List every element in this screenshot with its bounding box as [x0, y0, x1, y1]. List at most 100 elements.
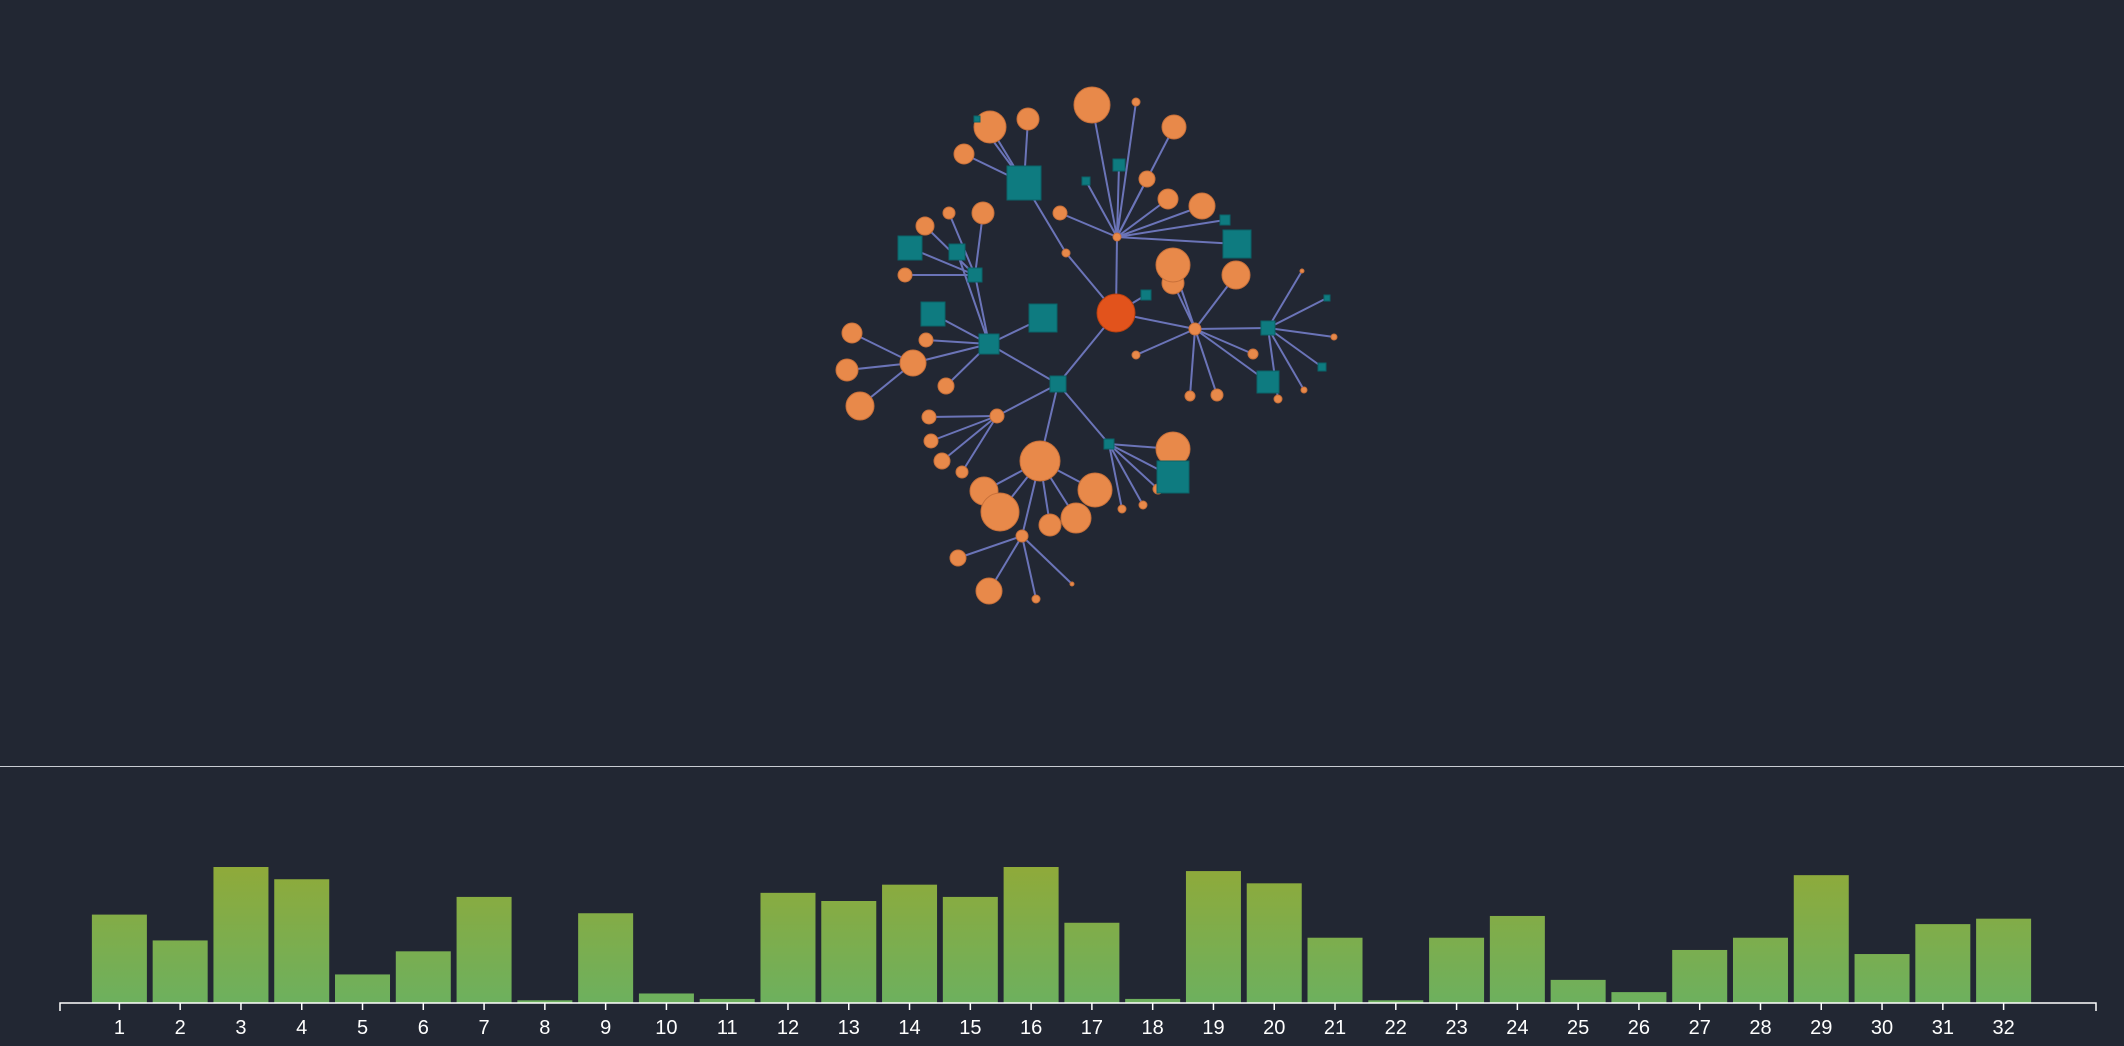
- leaf-node[interactable]: [973, 110, 1007, 144]
- bar-10[interactable]: [638, 993, 694, 1003]
- bar-6[interactable]: [395, 951, 451, 1003]
- leaf-node[interactable]: [942, 206, 956, 220]
- bar-18[interactable]: [1125, 998, 1181, 1003]
- leaf-node[interactable]: [923, 433, 939, 449]
- leaf-node[interactable]: [1038, 513, 1062, 537]
- network-graph[interactable]: [0, 0, 2124, 766]
- leaf-node[interactable]: [1247, 348, 1259, 360]
- leaf-node[interactable]: [937, 377, 955, 395]
- leaf-node[interactable]: [835, 358, 859, 382]
- bar-22[interactable]: [1368, 1000, 1424, 1003]
- bar-21[interactable]: [1307, 937, 1363, 1003]
- bar-16[interactable]: [1003, 867, 1059, 1003]
- leaf-node[interactable]: [897, 267, 913, 283]
- leaf-node[interactable]: [949, 549, 967, 567]
- leaf-node[interactable]: [933, 452, 951, 470]
- bar-8[interactable]: [517, 1000, 573, 1003]
- leaf-node[interactable]: [918, 332, 934, 348]
- bar-14[interactable]: [882, 884, 938, 1003]
- leaf-node[interactable]: [1061, 248, 1071, 258]
- group-node[interactable]: [1103, 438, 1115, 450]
- leaf-node[interactable]: [1117, 504, 1127, 514]
- leaf-node[interactable]: [899, 349, 927, 377]
- group-node[interactable]: [978, 333, 1000, 355]
- leaf-node[interactable]: [921, 409, 937, 425]
- bar-19[interactable]: [1185, 871, 1241, 1003]
- bar-5[interactable]: [335, 974, 391, 1003]
- group-node[interactable]: [1317, 362, 1327, 372]
- group-node[interactable]: [897, 235, 923, 261]
- leaf-node[interactable]: [841, 322, 863, 344]
- leaf-node[interactable]: [1188, 192, 1216, 220]
- group-node[interactable]: [1256, 370, 1280, 394]
- group-node[interactable]: [1140, 289, 1152, 301]
- group-node[interactable]: [1156, 460, 1190, 494]
- bar-26[interactable]: [1611, 992, 1667, 1003]
- bar-31[interactable]: [1915, 924, 1971, 1003]
- bar-4[interactable]: [274, 879, 330, 1003]
- leaf-node[interactable]: [1299, 268, 1305, 274]
- bar-15[interactable]: [942, 896, 998, 1003]
- leaf-node[interactable]: [1138, 170, 1156, 188]
- leaf-node[interactable]: [975, 577, 1003, 605]
- leaf-node[interactable]: [1210, 388, 1224, 402]
- leaf-node[interactable]: [989, 408, 1005, 424]
- bar-20[interactable]: [1246, 883, 1302, 1003]
- leaf-node[interactable]: [971, 201, 995, 225]
- leaf-node[interactable]: [1060, 502, 1092, 534]
- bar-7[interactable]: [456, 896, 512, 1003]
- bar-11[interactable]: [699, 998, 755, 1003]
- group-node[interactable]: [967, 267, 983, 283]
- bar-25[interactable]: [1550, 979, 1606, 1003]
- leaf-node[interactable]: [1221, 260, 1251, 290]
- leaf-node[interactable]: [1019, 440, 1061, 482]
- group-node[interactable]: [973, 115, 981, 123]
- leaf-node[interactable]: [1052, 205, 1068, 221]
- bar-24[interactable]: [1489, 915, 1545, 1003]
- bar-30[interactable]: [1854, 954, 1910, 1003]
- leaf-node[interactable]: [1188, 322, 1202, 336]
- bar-13[interactable]: [821, 901, 877, 1003]
- leaf-node[interactable]: [1300, 386, 1308, 394]
- leaf-node[interactable]: [1138, 500, 1148, 510]
- group-node[interactable]: [1006, 165, 1042, 201]
- leaf-node[interactable]: [1273, 394, 1283, 404]
- bar-9[interactable]: [578, 913, 634, 1003]
- group-node[interactable]: [1028, 303, 1058, 333]
- leaf-node[interactable]: [1131, 350, 1141, 360]
- group-node[interactable]: [1112, 158, 1126, 172]
- group-node[interactable]: [948, 243, 966, 261]
- leaf-node[interactable]: [1131, 97, 1141, 107]
- group-node[interactable]: [1081, 176, 1091, 186]
- leaf-node[interactable]: [980, 492, 1020, 532]
- group-node[interactable]: [1219, 214, 1231, 226]
- leaf-node[interactable]: [1155, 247, 1191, 283]
- leaf-node[interactable]: [1015, 529, 1029, 543]
- leaf-node[interactable]: [1157, 188, 1179, 210]
- leaf-node[interactable]: [1016, 107, 1040, 131]
- bar-23[interactable]: [1429, 937, 1485, 1003]
- group-node[interactable]: [1323, 294, 1331, 302]
- group-node[interactable]: [1260, 320, 1276, 336]
- bar-29[interactable]: [1793, 875, 1849, 1003]
- leaf-node[interactable]: [1031, 594, 1041, 604]
- group-node[interactable]: [1049, 375, 1067, 393]
- bar-12[interactable]: [760, 892, 816, 1003]
- bar-2[interactable]: [152, 940, 208, 1003]
- leaf-node[interactable]: [1069, 581, 1075, 587]
- leaf-node[interactable]: [1073, 86, 1111, 124]
- bar-28[interactable]: [1732, 937, 1788, 1003]
- leaf-node[interactable]: [955, 465, 969, 479]
- group-node[interactable]: [1222, 229, 1252, 259]
- leaf-node[interactable]: [953, 143, 975, 165]
- leaf-node[interactable]: [915, 216, 935, 236]
- bar-27[interactable]: [1672, 949, 1728, 1003]
- leaf-node[interactable]: [1184, 390, 1196, 402]
- bar-17[interactable]: [1064, 922, 1120, 1003]
- bar-3[interactable]: [213, 867, 269, 1003]
- leaf-node[interactable]: [1077, 472, 1113, 508]
- leaf-node[interactable]: [1330, 333, 1338, 341]
- leaf-node[interactable]: [1112, 232, 1122, 242]
- root-node[interactable]: [1096, 293, 1136, 333]
- bar-1[interactable]: [91, 914, 147, 1003]
